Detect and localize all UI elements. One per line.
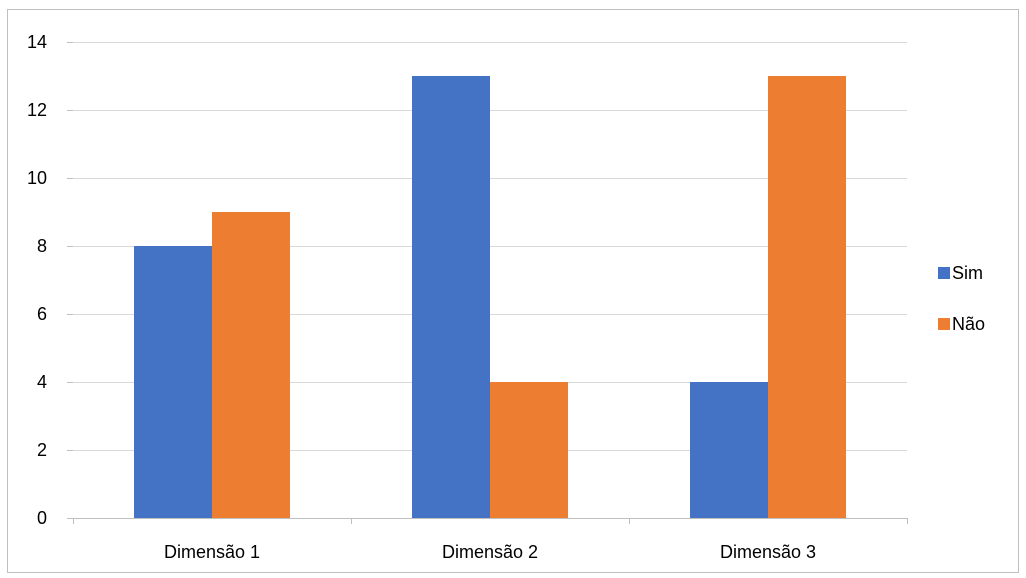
bar-sim-1	[134, 246, 212, 518]
legend-swatch-sim	[938, 267, 950, 279]
legend-label: Sim	[952, 263, 983, 283]
y-tick-label: 0	[37, 508, 47, 528]
legend: Sim Não	[938, 263, 985, 334]
y-tick-label: 10	[27, 168, 47, 188]
bar-no-3	[768, 76, 846, 518]
y-tick-label: 14	[27, 32, 47, 52]
x-tick-label: Dimensão 1	[164, 542, 260, 562]
bar-sim-3	[690, 382, 768, 518]
y-tick-label: 8	[37, 236, 47, 256]
x-tick-label: Dimensão 2	[442, 542, 538, 562]
bar-sim-2	[412, 76, 490, 518]
y-tick-label: 2	[37, 440, 47, 460]
x-tick-label: Dimensão 3	[720, 542, 816, 562]
x-axis	[67, 42, 908, 524]
x-axis-tick-labels: Dimensão 1 Dimensão 2 Dimensão 3	[164, 542, 816, 562]
bar-no-2	[490, 382, 568, 518]
legend-swatch-no	[938, 318, 950, 330]
legend-label: Não	[952, 314, 985, 334]
bar-no-1	[212, 212, 290, 518]
y-tick-label: 4	[37, 372, 47, 392]
bars	[134, 76, 846, 518]
y-tick-label: 12	[27, 100, 47, 120]
y-axis-tick-labels: 0 2 4 6 8 10 12 14	[27, 32, 47, 528]
y-tick-label: 6	[37, 304, 47, 324]
